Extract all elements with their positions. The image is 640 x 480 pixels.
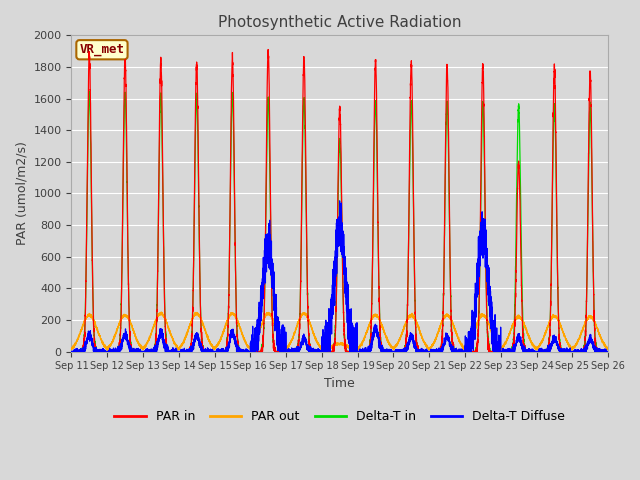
Text: VR_met: VR_met xyxy=(79,43,124,56)
Title: Photosynthetic Active Radiation: Photosynthetic Active Radiation xyxy=(218,15,461,30)
Y-axis label: PAR (umol/m2/s): PAR (umol/m2/s) xyxy=(15,142,28,245)
Legend: PAR in, PAR out, Delta-T in, Delta-T Diffuse: PAR in, PAR out, Delta-T in, Delta-T Dif… xyxy=(109,405,570,428)
X-axis label: Time: Time xyxy=(324,377,355,390)
